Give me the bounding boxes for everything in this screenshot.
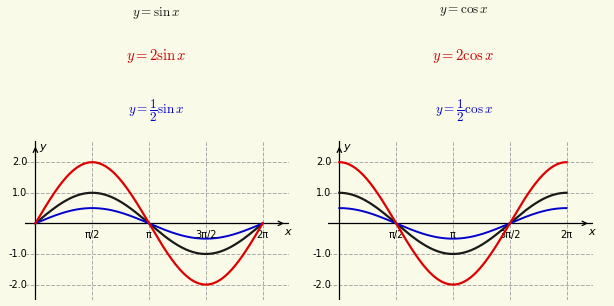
Text: $y$: $y$: [39, 142, 48, 154]
Text: 1.0: 1.0: [12, 188, 28, 198]
Text: $y = \dfrac{1}{2}\sin x$: $y = \dfrac{1}{2}\sin x$: [128, 98, 185, 124]
Text: -2.0: -2.0: [313, 280, 332, 289]
Text: $y = \sin x$: $y = \sin x$: [133, 5, 181, 21]
Text: -1.0: -1.0: [313, 249, 332, 259]
Text: $y = \cos x$: $y = \cos x$: [438, 5, 489, 17]
Text: π/2: π/2: [389, 230, 404, 240]
Text: -1.0: -1.0: [9, 249, 28, 259]
Text: π/2: π/2: [85, 230, 100, 240]
Text: 2.0: 2.0: [316, 157, 332, 167]
Text: $y = 2\cos x$: $y = 2\cos x$: [432, 47, 495, 65]
Text: π: π: [146, 230, 152, 240]
Text: $y$: $y$: [343, 142, 352, 154]
Text: $x$: $x$: [588, 227, 597, 237]
Text: 2.0: 2.0: [12, 157, 28, 167]
Text: -2.0: -2.0: [9, 280, 28, 289]
Text: $x$: $x$: [284, 227, 293, 237]
Text: $y = 2\sin x$: $y = 2\sin x$: [126, 47, 187, 65]
Text: 2π: 2π: [561, 230, 573, 240]
Text: $y = \dfrac{1}{2}\cos x$: $y = \dfrac{1}{2}\cos x$: [435, 98, 492, 124]
Text: 3π/2: 3π/2: [195, 230, 217, 240]
Text: 3π/2: 3π/2: [499, 230, 521, 240]
Text: 1.0: 1.0: [316, 188, 332, 198]
Text: π: π: [450, 230, 456, 240]
Text: 2π: 2π: [257, 230, 269, 240]
